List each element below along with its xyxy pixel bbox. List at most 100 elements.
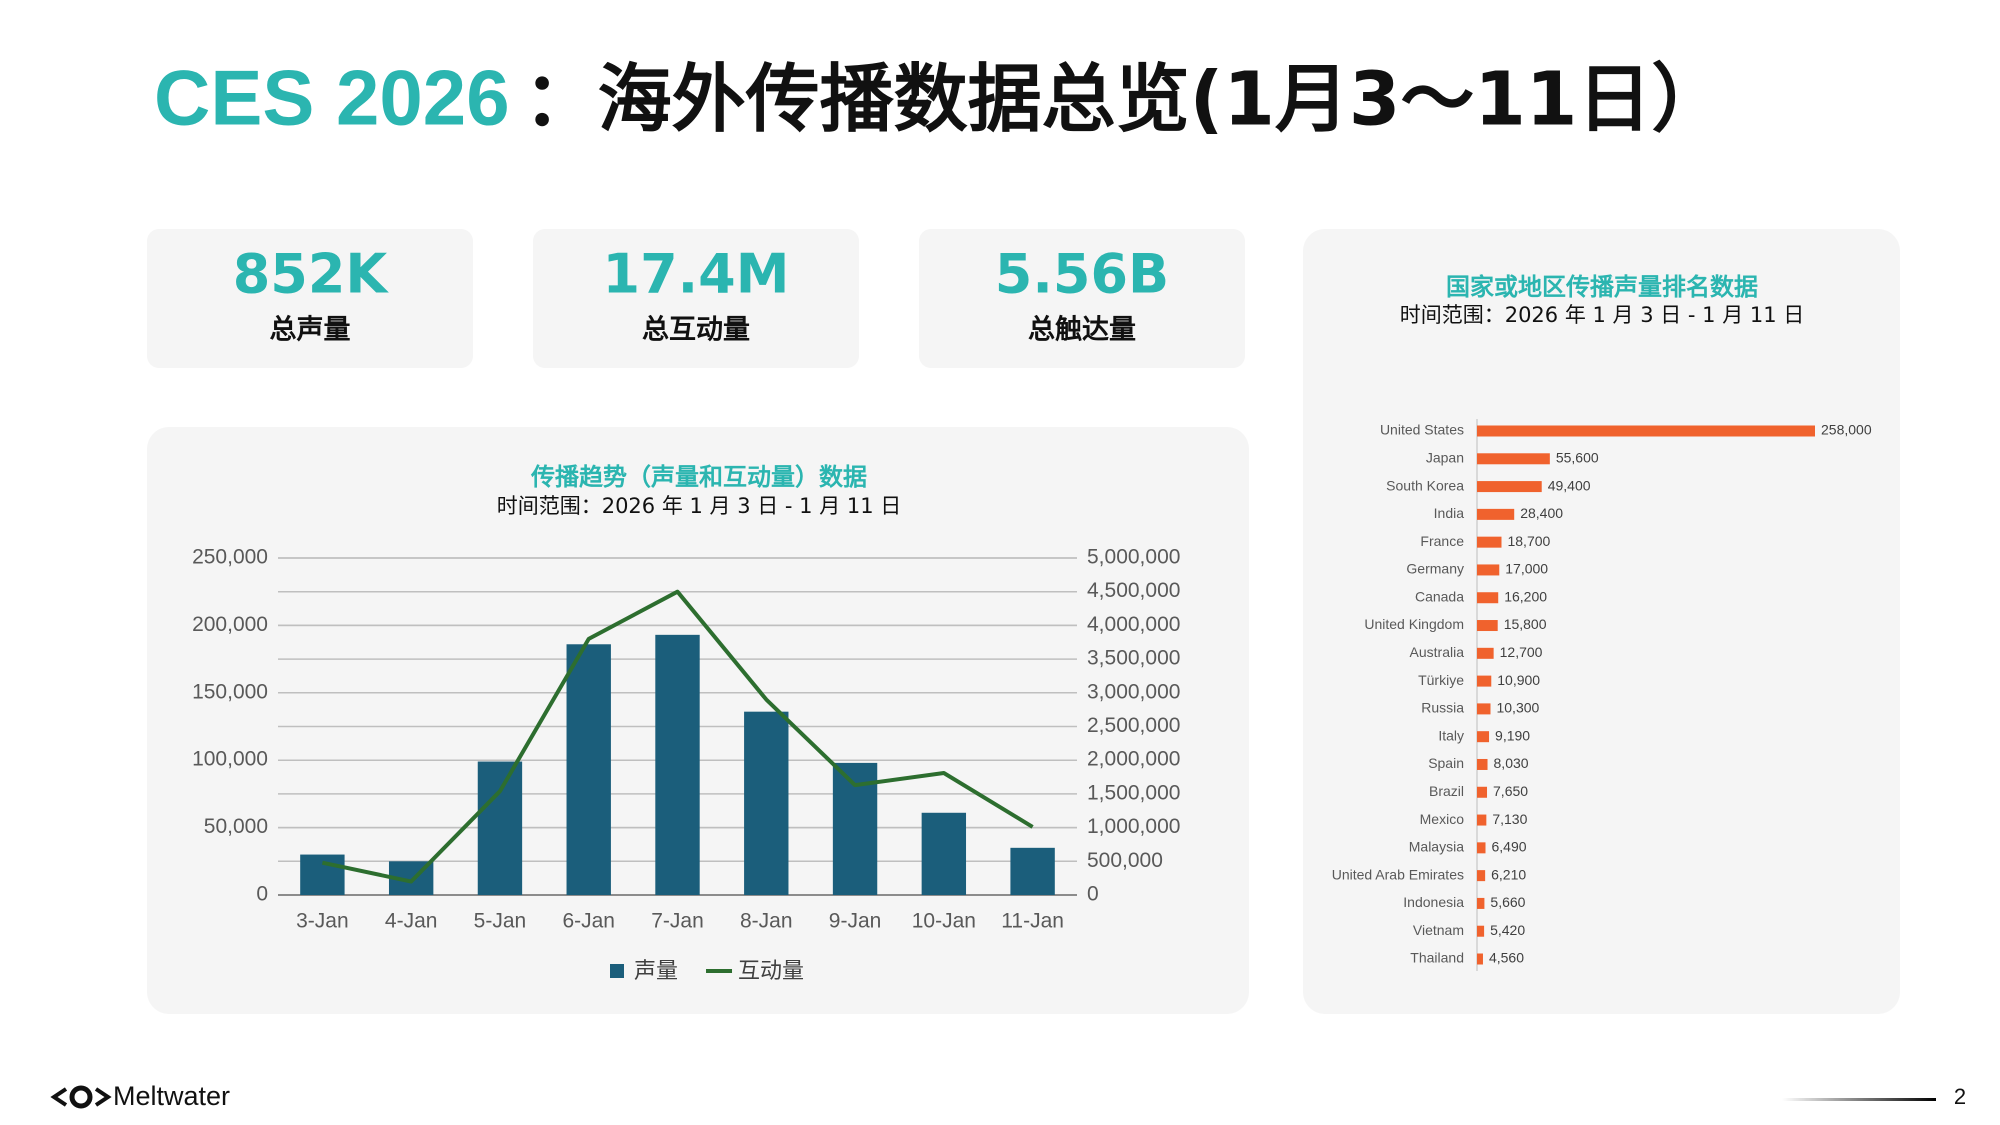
- y2-tick-label: 1,500,000: [1087, 781, 1180, 804]
- y2-tick-label: 4,000,000: [1087, 613, 1180, 636]
- category-label: France: [1420, 533, 1464, 549]
- title: ：海外传播数据总览(1月3～11日）: [524, 57, 1726, 143]
- bar: [1477, 953, 1483, 965]
- value-label: 49,400: [1548, 477, 1591, 493]
- y2-tick-label: 3,500,000: [1087, 647, 1180, 670]
- y2-tick-label: 3,000,000: [1087, 680, 1180, 703]
- category-label: Germany: [1406, 561, 1464, 577]
- y2-tick-label: 4,500,000: [1087, 579, 1180, 602]
- legend-label: 声量: [634, 959, 678, 984]
- bar: [300, 854, 345, 895]
- logo-icon: [69, 1085, 93, 1109]
- y2-tick-label: 0: [1087, 883, 1099, 906]
- bar: [655, 634, 700, 895]
- bar: [1477, 508, 1515, 520]
- bar: [1477, 731, 1490, 743]
- chart-title: 国家或地区传播声量排名数据: [1446, 273, 1758, 301]
- value-label: 7,130: [1492, 811, 1527, 827]
- bar: [1477, 842, 1486, 854]
- value-label: 6,490: [1492, 839, 1527, 855]
- x-tick-label: 3-Jan: [296, 910, 349, 933]
- y-tick-label: 250,000: [192, 546, 268, 569]
- bar: [1477, 870, 1486, 882]
- y2-tick-label: 1,000,000: [1087, 815, 1180, 838]
- category-label: Brazil: [1429, 783, 1464, 799]
- bar: [1477, 453, 1550, 465]
- category-label: Spain: [1428, 755, 1464, 771]
- kpi-value: 852K: [233, 243, 390, 306]
- value-label: 12,700: [1500, 644, 1543, 660]
- chart-title: 传播趋势（声量和互动量）数据: [530, 463, 867, 491]
- category-label: Japan: [1426, 449, 1464, 465]
- bar: [1477, 564, 1500, 576]
- category-label: India: [1434, 505, 1465, 521]
- bar: [1477, 897, 1485, 909]
- y-tick-label: 100,000: [192, 748, 268, 771]
- kpi-value: 17.4M: [603, 243, 790, 306]
- bar: [1477, 786, 1488, 798]
- y2-tick-label: 2,000,000: [1087, 748, 1180, 771]
- logo-icon: [50, 1087, 112, 1107]
- value-label: 258,000: [1821, 422, 1872, 438]
- value-label: 17,000: [1505, 561, 1548, 577]
- kpi-label: 总互动量: [642, 315, 750, 346]
- y-tick-label: 50,000: [204, 815, 268, 838]
- value-label: 8,030: [1494, 755, 1529, 771]
- value-label: 5,420: [1490, 922, 1525, 938]
- y-tick-label: 200,000: [192, 613, 268, 636]
- bar: [1477, 425, 1815, 437]
- value-label: 18,700: [1507, 533, 1550, 549]
- value-label: 4,560: [1489, 950, 1524, 966]
- logo-text: Meltwater: [113, 1081, 230, 1111]
- category-label: Mexico: [1420, 811, 1465, 827]
- bar: [1010, 847, 1055, 895]
- y2-tick-label: 2,500,000: [1087, 714, 1180, 737]
- x-tick-label: 8-Jan: [740, 910, 793, 933]
- value-label: 5,660: [1490, 894, 1525, 910]
- bar: [1477, 814, 1487, 826]
- category-label: United States: [1380, 422, 1464, 438]
- category-label: Vietnam: [1413, 922, 1464, 938]
- category-label: United Kingdom: [1364, 616, 1464, 632]
- value-label: 55,600: [1556, 449, 1599, 465]
- x-tick-label: 11-Jan: [1001, 910, 1064, 933]
- page-number: 2: [1954, 1084, 1966, 1109]
- category-label: Australia: [1410, 644, 1465, 660]
- value-label: 10,900: [1497, 672, 1540, 688]
- x-tick-label: 4-Jan: [385, 910, 438, 933]
- bar: [1477, 647, 1494, 659]
- bar: [566, 644, 611, 895]
- value-label: 10,300: [1496, 700, 1539, 716]
- x-tick-label: 9-Jan: [829, 910, 882, 933]
- kpi-card: [147, 229, 473, 368]
- y-tick-label: 0: [256, 883, 268, 906]
- x-tick-label: 10-Jan: [912, 910, 976, 933]
- category-label: United Arab Emirates: [1332, 866, 1464, 882]
- category-label: Canada: [1415, 588, 1464, 604]
- bar: [921, 812, 967, 895]
- value-label: 6,210: [1491, 866, 1526, 882]
- bar: [1477, 703, 1491, 715]
- value-label: 16,200: [1504, 588, 1547, 604]
- bar: [1477, 536, 1502, 548]
- kpi-card: [533, 229, 859, 368]
- bar: [1477, 481, 1542, 493]
- chart-panel: [1303, 229, 1900, 1014]
- x-tick-label: 5-Jan: [474, 910, 527, 933]
- y-tick-label: 150,000: [192, 680, 268, 703]
- value-label: 28,400: [1520, 505, 1563, 521]
- y2-tick-label: 5,000,000: [1087, 546, 1180, 569]
- x-tick-label: 6-Jan: [562, 910, 615, 933]
- bar: [1477, 620, 1498, 632]
- y2-tick-label: 500,000: [1087, 849, 1163, 872]
- value-label: 7,650: [1493, 783, 1528, 799]
- category-label: Russia: [1421, 700, 1464, 716]
- kpi-value: 5.56B: [995, 243, 1169, 306]
- title-brand: CES 2026: [154, 54, 510, 142]
- kpi-card: [919, 229, 1245, 368]
- bar: [1477, 925, 1485, 937]
- legend-swatch: [610, 964, 624, 978]
- kpi-label: 总触达量: [1028, 315, 1136, 346]
- category-label: Türkiye: [1418, 672, 1464, 688]
